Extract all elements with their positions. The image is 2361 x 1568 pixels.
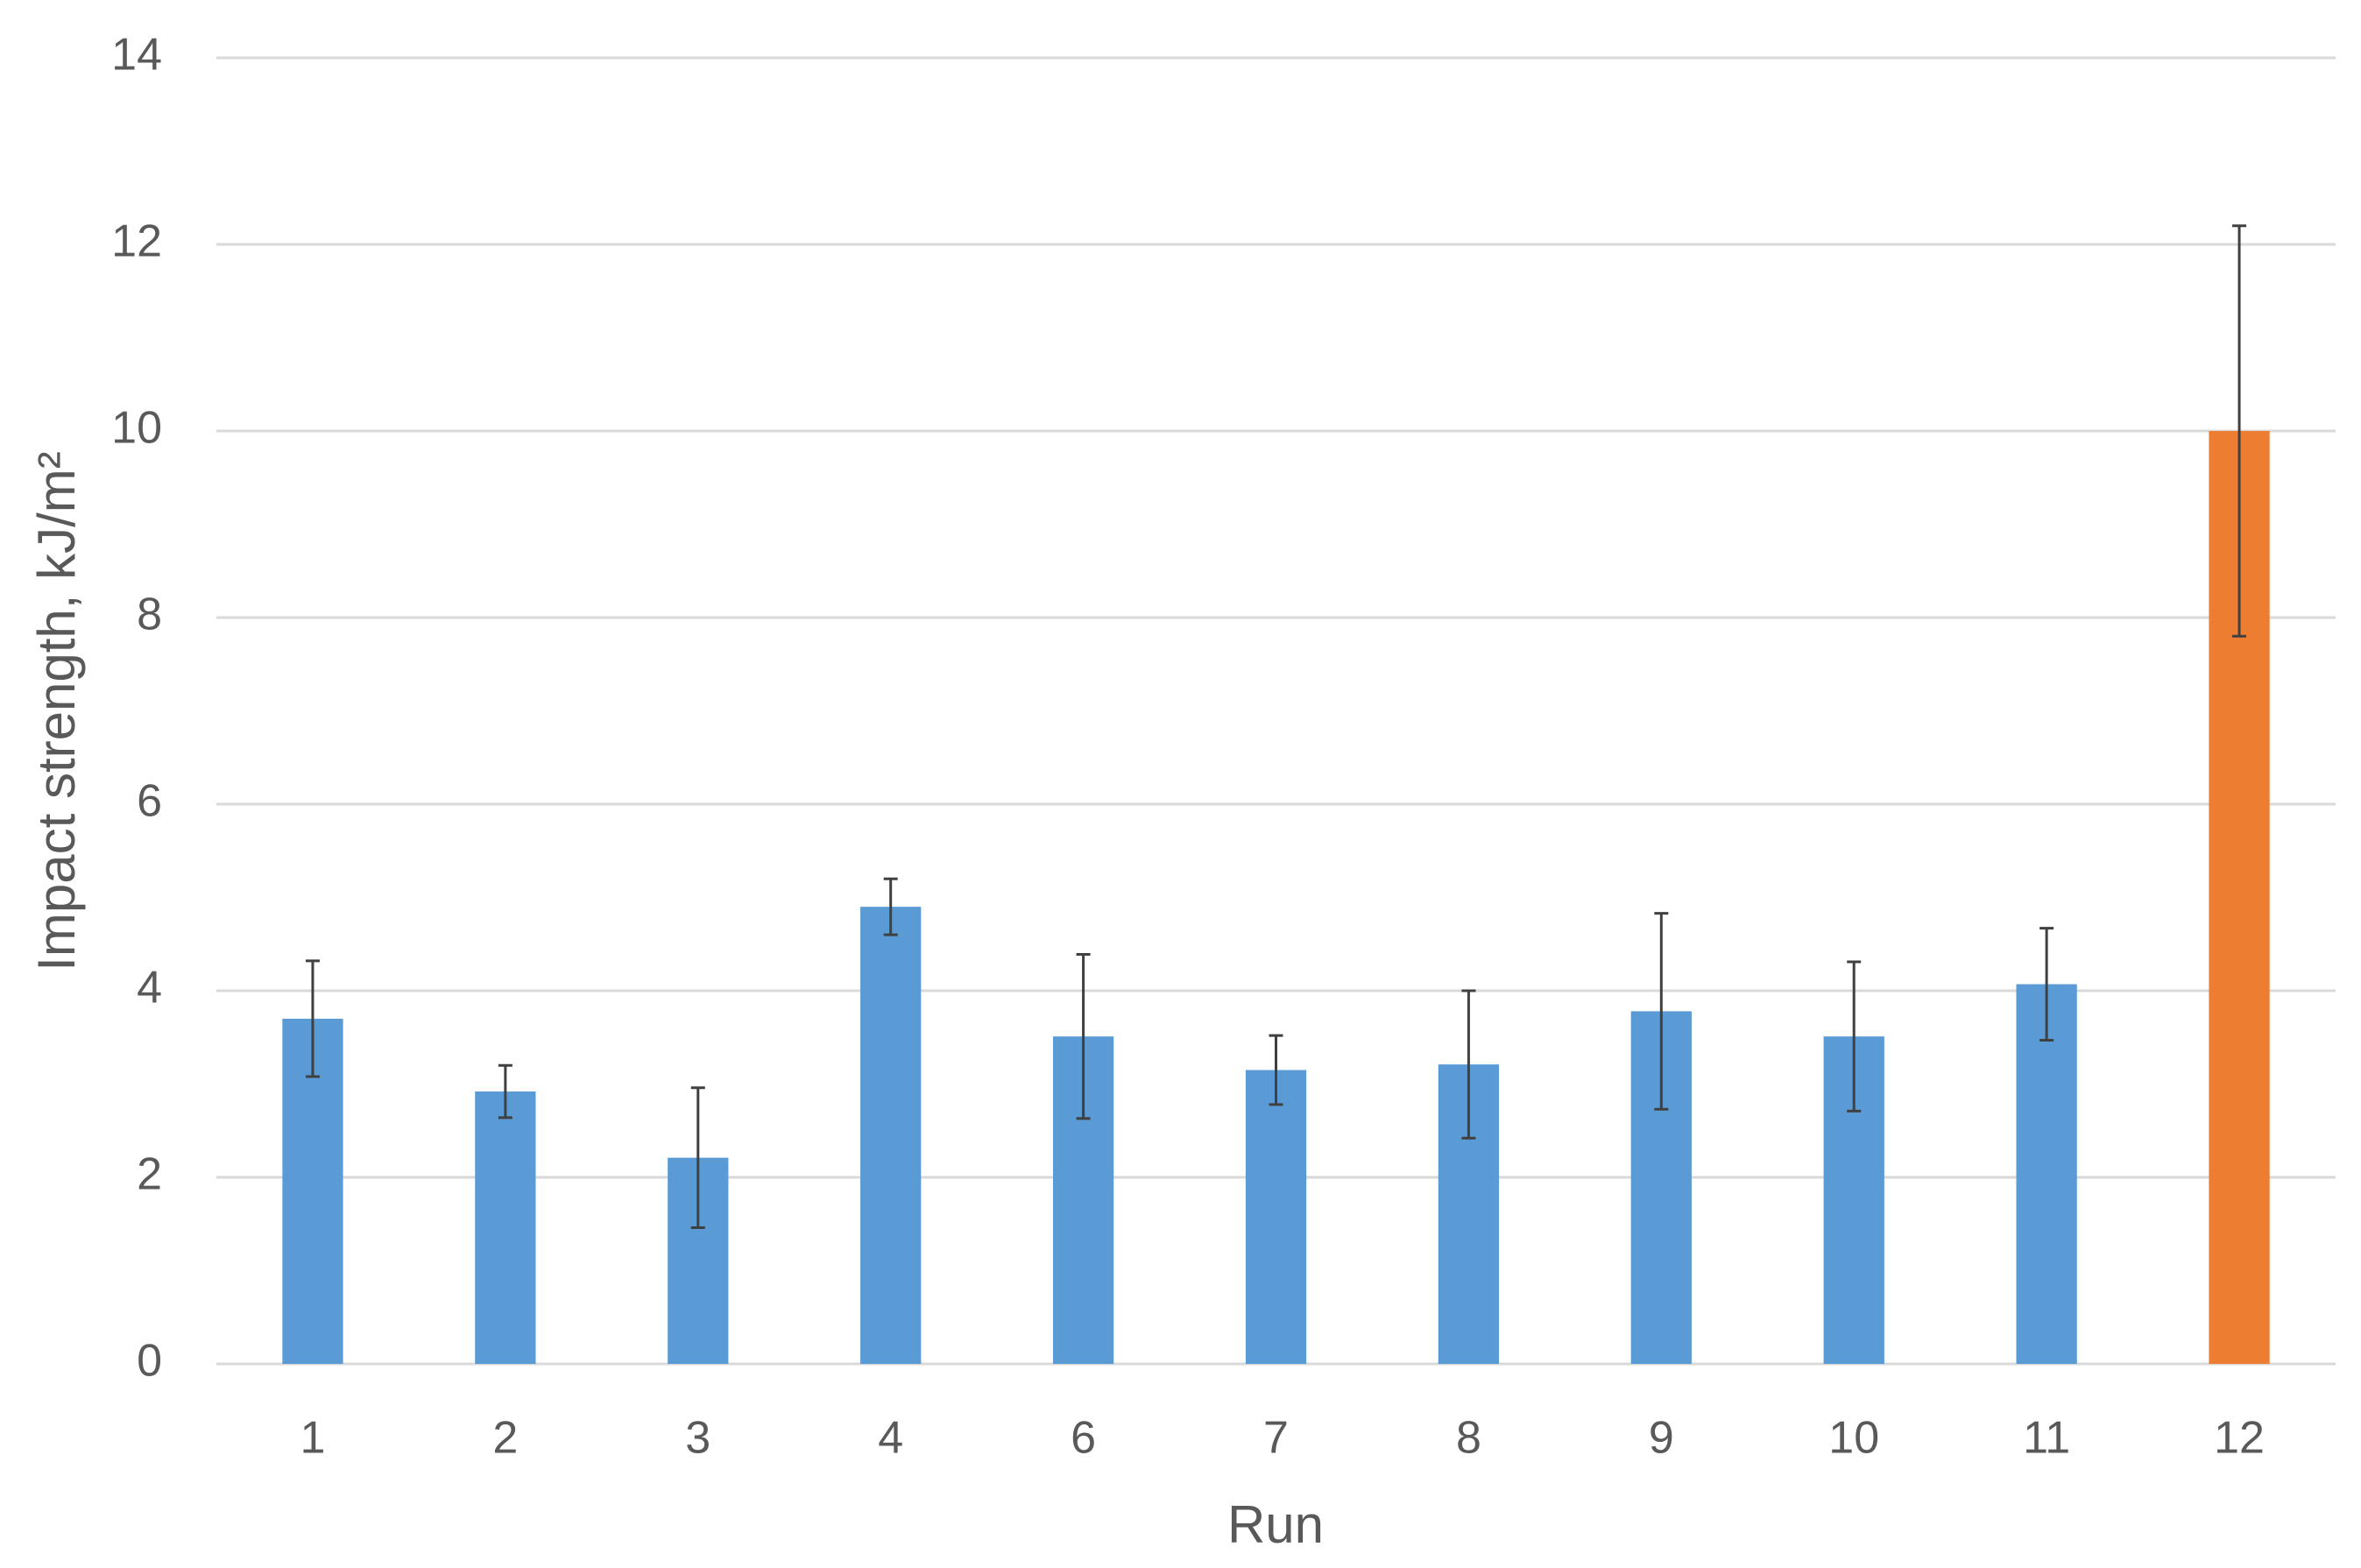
x-tick-label: 3 <box>685 1413 710 1464</box>
y-tick-label: 6 <box>137 776 162 827</box>
bar <box>475 1091 536 1364</box>
bar <box>1245 1070 1307 1364</box>
x-tick-label: 4 <box>878 1413 903 1464</box>
x-tick-label: 10 <box>1828 1413 1879 1464</box>
x-tick-label: 12 <box>2214 1413 2265 1464</box>
y-tick-label: 2 <box>137 1149 162 1200</box>
x-tick-label: 11 <box>2023 1413 2070 1464</box>
x-tick-label: 9 <box>1649 1413 1674 1464</box>
x-tick-label: 1 <box>300 1413 325 1464</box>
x-axis-title: Run <box>1227 1495 1324 1554</box>
x-tick-label: 7 <box>1263 1413 1289 1464</box>
y-tick-label: 12 <box>111 216 162 267</box>
y-tick-label: 0 <box>137 1336 162 1387</box>
bar <box>860 907 922 1364</box>
y-tick-label: 4 <box>137 963 162 1014</box>
x-tick-label: 6 <box>1071 1413 1096 1464</box>
y-tick-label: 8 <box>137 590 162 640</box>
y-axis-title: Impact strength, kJ/m² <box>27 451 86 971</box>
x-tick-label: 8 <box>1456 1413 1481 1464</box>
y-tick-label: 10 <box>111 403 162 454</box>
y-tick-label: 14 <box>111 30 162 81</box>
bar <box>2016 984 2077 1364</box>
x-tick-label: 2 <box>492 1413 518 1464</box>
